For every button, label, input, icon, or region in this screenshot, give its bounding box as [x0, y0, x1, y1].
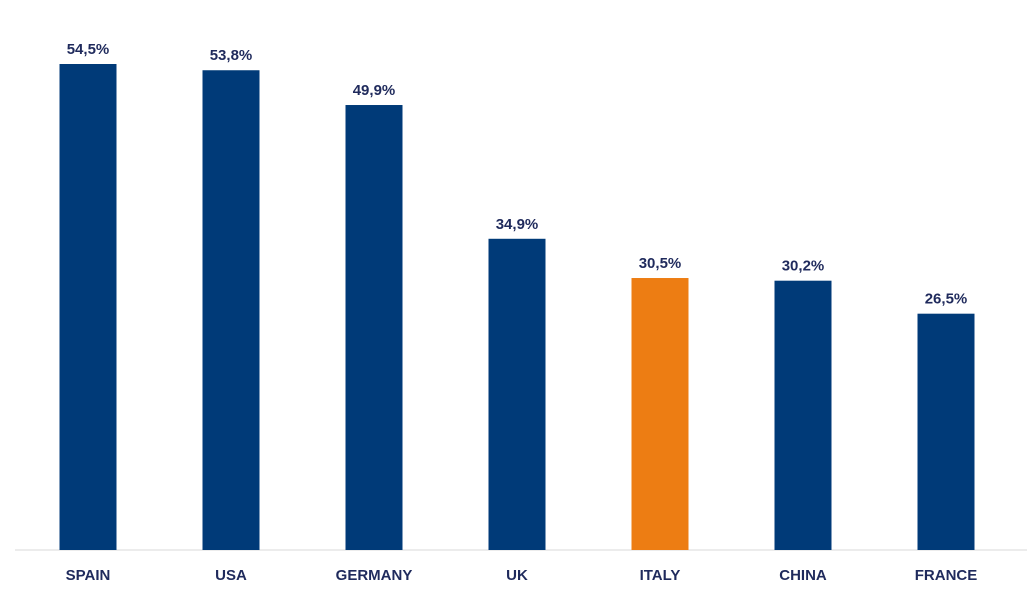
bar-usa [202, 70, 260, 551]
value-label-germany: 49,9% [353, 82, 396, 99]
value-label-uk: 34,9% [496, 216, 539, 233]
bar-spain [59, 64, 117, 550]
category-label-france: FRANCE [915, 567, 978, 584]
category-label-uk: UK [506, 567, 528, 584]
category-label-usa: USA [215, 567, 247, 584]
bars-group [59, 64, 975, 551]
category-label-spain: SPAIN [66, 567, 111, 584]
category-label-italy: ITALY [640, 567, 681, 584]
value-label-usa: 53,8% [210, 47, 253, 64]
bar-italy [631, 278, 689, 550]
bar-france [917, 313, 975, 550]
value-labels-group: 54,5% 53,8% 49,9% 34,9% 30,5% 30,2% 26,5% [67, 41, 968, 308]
value-label-china: 30,2% [782, 258, 825, 275]
bar-china [774, 280, 832, 550]
bar-uk [488, 238, 546, 550]
category-label-germany: GERMANY [336, 567, 413, 584]
value-label-italy: 30,5% [639, 255, 682, 272]
bar-germany [345, 105, 403, 551]
value-label-france: 26,5% [925, 291, 968, 308]
category-label-china: CHINA [779, 567, 827, 584]
value-label-spain: 54,5% [67, 41, 110, 58]
category-labels-group: SPAIN USA GERMANY UK ITALY CHINA FRANCE [66, 567, 978, 584]
